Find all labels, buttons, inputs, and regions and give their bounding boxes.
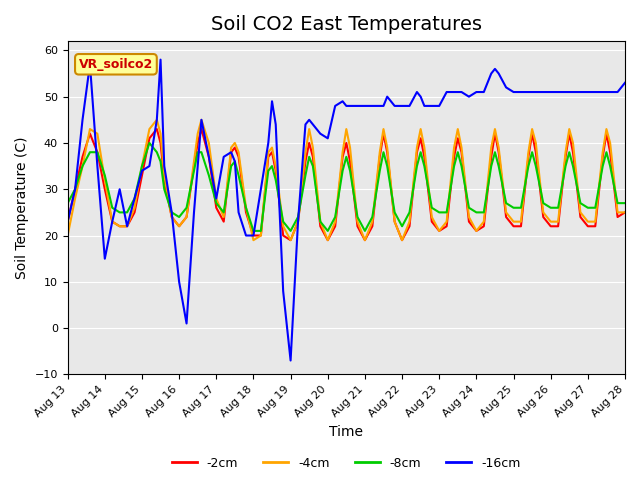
-16cm	[621, 80, 629, 85]
-16cm	[242, 233, 250, 239]
Legend: -2cm, -4cm, -8cm, -16cm: -2cm, -4cm, -8cm, -16cm	[167, 452, 526, 475]
-16cm	[157, 57, 164, 62]
-4cm	[242, 205, 250, 211]
-8cm	[250, 228, 257, 234]
Line: -2cm: -2cm	[68, 129, 625, 240]
-16cm	[554, 89, 562, 95]
-8cm	[606, 163, 614, 169]
-16cm	[145, 163, 153, 169]
-16cm	[287, 358, 294, 363]
-2cm	[242, 209, 250, 215]
-4cm	[465, 214, 473, 220]
Line: -4cm: -4cm	[68, 120, 625, 240]
Line: -16cm: -16cm	[68, 60, 625, 360]
-4cm	[250, 237, 257, 243]
-4cm	[540, 209, 547, 215]
-16cm	[540, 89, 547, 95]
-2cm	[64, 219, 72, 225]
-8cm	[465, 205, 473, 211]
-2cm	[606, 149, 614, 155]
-2cm	[621, 209, 629, 215]
-8cm	[540, 200, 547, 206]
-8cm	[242, 205, 250, 211]
-4cm	[621, 209, 629, 215]
-16cm	[465, 94, 473, 99]
-8cm	[554, 205, 562, 211]
-4cm	[554, 219, 562, 225]
-2cm	[540, 214, 547, 220]
-2cm	[287, 237, 294, 243]
-16cm	[64, 219, 72, 225]
-8cm	[145, 140, 153, 146]
-4cm	[145, 126, 153, 132]
Title: Soil CO2 East Temperatures: Soil CO2 East Temperatures	[211, 15, 482, 34]
Line: -8cm: -8cm	[68, 143, 625, 231]
X-axis label: Time: Time	[330, 425, 364, 439]
Y-axis label: Soil Temperature (C): Soil Temperature (C)	[15, 136, 29, 279]
-2cm	[153, 126, 161, 132]
-4cm	[64, 233, 72, 239]
-2cm	[554, 223, 562, 229]
-8cm	[621, 200, 629, 206]
-8cm	[153, 149, 161, 155]
-4cm	[153, 117, 161, 123]
-2cm	[465, 219, 473, 225]
-16cm	[606, 89, 614, 95]
Text: VR_soilco2: VR_soilco2	[79, 58, 153, 71]
-4cm	[606, 140, 614, 146]
-2cm	[145, 135, 153, 141]
-8cm	[64, 200, 72, 206]
